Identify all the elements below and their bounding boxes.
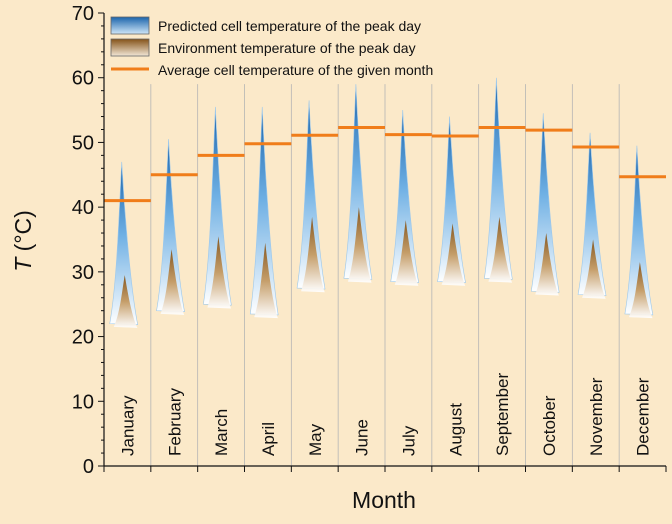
legend-label-environment: Environment temperature of the peak day xyxy=(158,40,416,56)
month-label: April xyxy=(259,422,278,456)
predicted-temperature-profile xyxy=(249,106,279,316)
month-labels: January February March April May June July Augu… xyxy=(118,373,652,456)
month-label: October xyxy=(540,395,559,456)
environment-temperature-profile xyxy=(628,262,653,319)
environment-temperature-profile xyxy=(582,239,606,299)
y-tick-label: 30 xyxy=(72,262,94,284)
predicted-temperature-profile xyxy=(624,145,654,316)
predicted-temperature-profile xyxy=(203,106,232,306)
x-axis-title: Month xyxy=(352,487,416,513)
temperature-profiles xyxy=(109,77,654,328)
predicted-temperature-profile xyxy=(390,110,420,283)
environment-temperature-profile xyxy=(254,242,278,319)
environment-temperature-profile xyxy=(113,275,138,328)
y-tick-label: 10 xyxy=(72,391,94,413)
month-label: January xyxy=(118,395,137,456)
month-label: July xyxy=(399,425,418,456)
predicted-temperature-profile xyxy=(296,100,326,290)
predicted-temperature-profile xyxy=(343,84,373,280)
y-tick-label: 40 xyxy=(72,197,94,219)
month-label: May xyxy=(306,423,325,456)
predicted-temperature-profile xyxy=(156,139,185,312)
predicted-temperature-profile xyxy=(437,116,466,283)
environment-temperature-profile xyxy=(488,216,513,283)
environment-temperature-profile xyxy=(394,220,419,286)
predicted-temperature-profile xyxy=(484,77,513,280)
legend-swatch-environment xyxy=(110,38,150,57)
y-tick-label: 20 xyxy=(72,327,94,349)
y-tick-label: 70 xyxy=(72,3,94,25)
month-label: June xyxy=(353,419,372,456)
legend-swatch-predicted xyxy=(110,16,150,35)
environment-temperature-profile xyxy=(441,223,466,286)
y-axis-title: T (°C) xyxy=(10,210,36,272)
month-label: August xyxy=(446,403,465,456)
month-label: December xyxy=(634,377,653,456)
environment-temperature-profile xyxy=(347,207,372,283)
environment-temperature-profile xyxy=(160,249,185,315)
y-tick-label: 50 xyxy=(72,132,94,154)
predicted-temperature-profile xyxy=(530,113,560,293)
average-lines xyxy=(104,126,666,203)
y-axis-unit: (°C) xyxy=(10,210,36,258)
month-label: February xyxy=(165,387,184,456)
y-axis-symbol: T xyxy=(10,256,36,272)
environment-temperature-profile xyxy=(301,216,325,293)
month-label: September xyxy=(493,373,512,456)
environment-temperature-profile xyxy=(207,236,232,309)
axes: 0 10 20 30 40 50 60 70 xyxy=(72,3,667,478)
predicted-temperature-profile xyxy=(577,132,607,296)
legend: Predicted cell temperature of the peak d… xyxy=(110,16,433,78)
legend-label-predicted: Predicted cell temperature of the peak d… xyxy=(158,18,421,34)
y-tick-label: 0 xyxy=(83,456,94,478)
month-label: March xyxy=(212,409,231,456)
y-tick-label: 60 xyxy=(72,68,94,90)
predicted-temperature-profile xyxy=(109,161,139,325)
environment-temperature-profile xyxy=(535,233,559,296)
legend-label-average: Average cell temperature of the given mo… xyxy=(158,62,433,78)
month-label: November xyxy=(587,377,606,456)
